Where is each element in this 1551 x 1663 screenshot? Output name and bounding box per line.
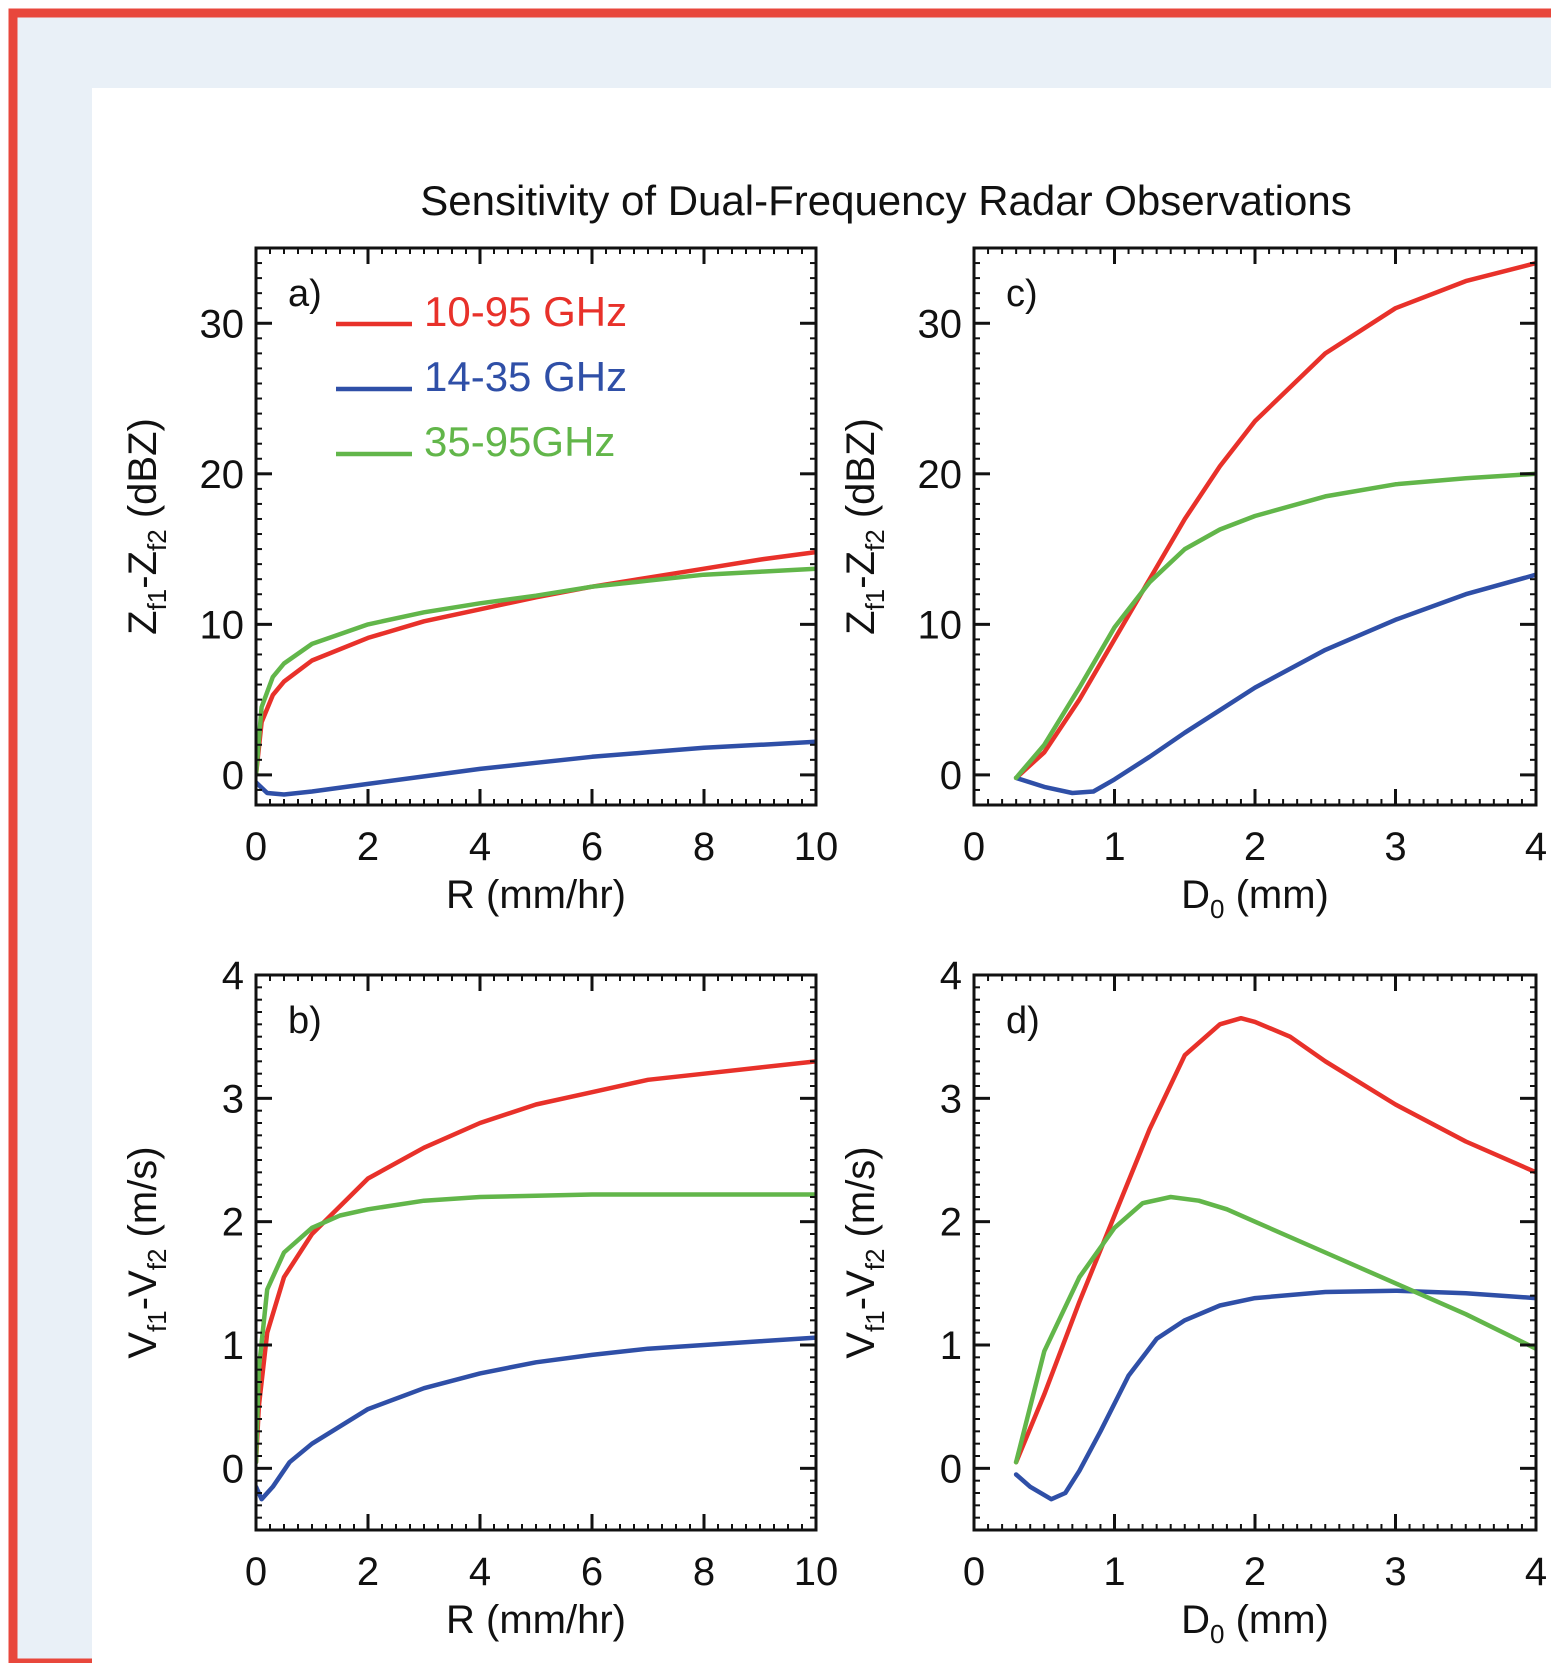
series-line-10-95-ghz [256,549,816,778]
x-axis-label: D0 (mm) [1181,873,1329,924]
panel-label: d) [1006,1000,1040,1042]
x-tick-label: 3 [1384,1550,1406,1594]
series-line-35-95ghz [1013,471,1536,781]
series-line-14-35-ghz [1013,1288,1536,1502]
y-tick-label: 30 [918,302,963,346]
y-tick-label: 20 [200,453,245,497]
y-tick-label: 30 [200,302,245,346]
legend: 10-95 GHz 14-35 GHz 35-95GHz [336,288,627,465]
y-tick-label: 2 [940,1201,962,1245]
y-tick-label: 1 [940,1324,962,1368]
x-tick-label: 8 [693,825,715,869]
y-tick-label: 10 [918,603,963,647]
x-tick-label: 1 [1103,825,1125,869]
x-axis-label: D0 (mm) [1181,1598,1329,1649]
x-tick-label: 2 [357,825,379,869]
legend-label: 10-95 GHz [424,288,627,335]
series-line-35-95ghz [1013,1194,1536,1465]
series-line-14-35-ghz [256,739,816,797]
series-line-35-95ghz [256,1192,816,1465]
legend-item: 10-95 GHz [336,288,627,335]
x-tick-label: 0 [963,1550,985,1594]
legend-label: 35-95GHz [424,418,615,465]
series-line-10-95-ghz [1013,260,1536,781]
y-axis-label: Zf1-Zf2 (dBZ) [839,418,890,635]
panel-label: b) [288,1000,322,1042]
x-tick-label: 4 [1525,1550,1547,1594]
panel-label: c) [1006,273,1038,315]
y-tick-label: 3 [222,1077,244,1121]
y-tick-label: 4 [940,954,962,998]
panel-c: 0 1 2 3 4 0 10 20 30 D0 (mm) Zf1-Zf2 (dBZ) c) [839,246,1547,924]
y-tick-label: 0 [222,1447,244,1491]
x-axis-label: R (mm/hr) [446,1598,626,1642]
y-axis-label: Vf1-Vf2 (m/s) [121,1146,172,1358]
y-tick-label: 10 [200,603,245,647]
x-tick-label: 8 [693,1550,715,1594]
x-tick-label: 3 [1384,825,1406,869]
inner-panel [92,88,1551,1663]
x-tick-label: 10 [794,1550,839,1594]
legend-item: 35-95GHz [336,418,615,465]
series-line-14-35-ghz [1013,572,1536,796]
y-tick-label: 1 [222,1324,244,1368]
x-tick-label: 2 [357,1550,379,1594]
x-tick-label: 10 [794,825,839,869]
series-line-14-35-ghz [256,1335,816,1502]
legend-item: 14-35 GHz [336,353,627,400]
y-tick-label: 2 [222,1201,244,1245]
x-tick-label: 4 [1525,825,1547,869]
panel-a: 0 2 4 6 8 10 0 10 20 30 R (mm/hr) Zf1-Zf2 (dBZ) a) [121,246,839,917]
panel-label: a) [288,273,322,315]
series-line-10-95-ghz [1013,1015,1536,1465]
legend-label: 14-35 GHz [424,353,627,400]
y-tick-label: 3 [940,1077,962,1121]
y-axis-label: Vf1-Vf2 (m/s) [839,1146,890,1358]
x-tick-label: 2 [1244,825,1266,869]
y-tick-label: 0 [940,754,962,798]
x-tick-label: 0 [963,825,985,869]
y-tick-label: 4 [222,954,244,998]
x-tick-label: 0 [245,825,267,869]
x-axis-label: R (mm/hr) [446,873,626,917]
x-tick-label: 1 [1103,1550,1125,1594]
x-tick-label: 4 [469,1550,491,1594]
y-axis-label: Zf1-Zf2 (dBZ) [121,418,172,635]
series-line-10-95-ghz [256,1059,816,1465]
x-tick-label: 6 [581,825,603,869]
y-tick-label: 0 [222,754,244,798]
x-tick-label: 2 [1244,1550,1266,1594]
x-tick-label: 0 [245,1550,267,1594]
y-tick-label: 0 [940,1447,962,1491]
x-tick-label: 4 [469,825,491,869]
series-line-35-95ghz [256,566,816,778]
x-tick-label: 6 [581,1550,603,1594]
figure-title: Sensitivity of Dual-Frequency Radar Obse… [420,177,1351,224]
y-tick-label: 20 [918,453,963,497]
panel-d: 0 1 2 3 4 0 1 2 3 4 D0 (mm) Vf1-Vf2 (m/s) d) [839,954,1547,1649]
